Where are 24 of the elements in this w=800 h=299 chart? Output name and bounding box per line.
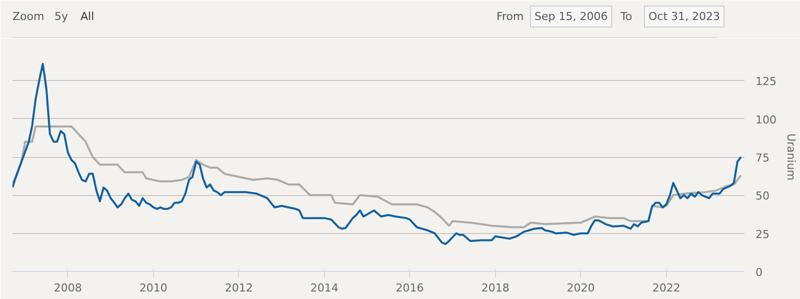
x-tick-label: 2022 [652,282,680,294]
x-tick-label: 2010 [139,282,168,294]
text: Zoom [12,10,44,23]
y-tick-label: 25 [756,228,770,241]
y-tick-label: 100 [756,113,776,126]
text: Sep 15, 2006 [534,10,608,23]
x-tick-label: 2014 [310,282,338,294]
x-tick-label: 2018 [481,282,510,294]
y-tick-label: 50 [756,190,770,203]
x-tick-label: 2012 [224,282,253,294]
y-tick-label: 125 [756,75,776,88]
x-tick-label: 2008 [54,282,82,294]
y2-axis-title: Uranium [784,133,798,181]
line-series [12,125,742,228]
text: Oct 31, 2023 [648,10,720,23]
text: 5y [54,10,68,23]
x-tick-label: 2020 [566,282,595,294]
text: To [620,10,632,23]
text: All [80,10,94,23]
y-tick-label: 75 [756,152,770,164]
y-tick-label: 0 [756,266,762,279]
line-series [12,62,742,246]
text: From [496,10,524,23]
x-tick-label: 2016 [396,282,424,294]
